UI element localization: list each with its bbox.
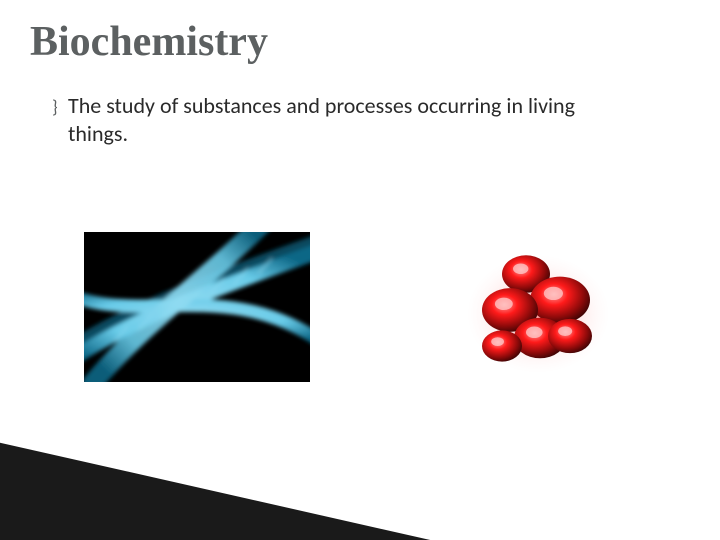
bullet-text: The study of substances and processes oc… bbox=[68, 92, 628, 148]
bullet-item: } The study of substances and processes … bbox=[52, 92, 690, 148]
image-row bbox=[0, 232, 720, 432]
slide-body: } The study of substances and processes … bbox=[30, 92, 690, 148]
blood-cells-image bbox=[452, 236, 610, 380]
decorative-wedges bbox=[0, 430, 720, 540]
bullet-marker-icon: } bbox=[52, 92, 68, 122]
slide: Biochemistry } The study of substances a… bbox=[0, 0, 720, 540]
dna-image bbox=[84, 232, 310, 382]
slide-title: Biochemistry bbox=[30, 20, 690, 64]
